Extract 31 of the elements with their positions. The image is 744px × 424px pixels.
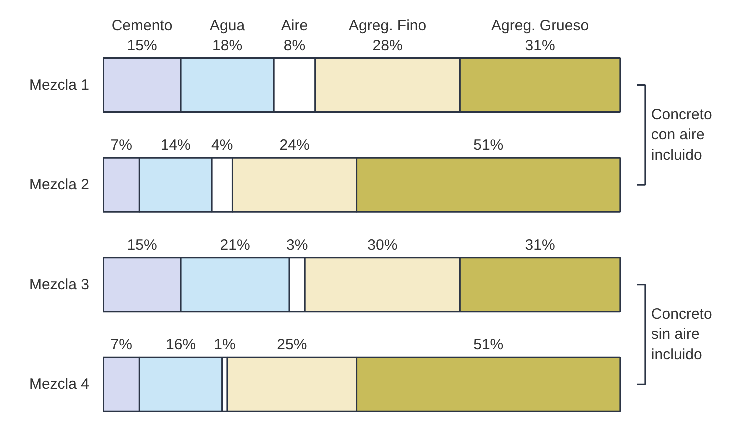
y-tick-label: Mezcla 2: [29, 176, 90, 194]
data-label: 21%: [220, 236, 250, 254]
y-tick-label: Mezcla 3: [29, 276, 90, 294]
data-label: 7%: [110, 137, 132, 154]
y-tick-label: Mezcla 4: [29, 376, 90, 394]
data-label: 1%: [214, 336, 236, 354]
data-label: 24%: [280, 137, 310, 154]
series-label: Cemento: [112, 17, 173, 34]
series-label: Agua: [210, 17, 246, 34]
series-label: Aire: [281, 17, 308, 34]
data-label: 18%: [212, 37, 243, 54]
y-tick-label: Mezcla 1: [29, 76, 90, 94]
data-label: 7%: [110, 336, 132, 354]
data-label: 8%: [284, 37, 306, 54]
series-label: Agreg. Fino: [349, 17, 427, 34]
data-label: 3%: [286, 236, 308, 254]
data-label: 25%: [277, 336, 308, 354]
data-label: 15%: [127, 37, 158, 54]
data-label: 4%: [212, 137, 234, 154]
data-label: 51%: [474, 336, 504, 354]
data-label: 31%: [525, 37, 556, 54]
data-label: 14%: [160, 137, 191, 154]
data-label: 51%: [474, 137, 504, 154]
data-label: 30%: [368, 236, 398, 254]
data-label: 15%: [127, 236, 158, 254]
text: Concreto sin aire incluido: [651, 306, 712, 364]
text: Concreto con aire incluido: [651, 106, 712, 164]
data-label: 28%: [372, 37, 403, 54]
data-label: 16%: [166, 336, 196, 354]
series-label: Agreg. Grueso: [492, 17, 590, 34]
data-label: 31%: [525, 236, 556, 254]
